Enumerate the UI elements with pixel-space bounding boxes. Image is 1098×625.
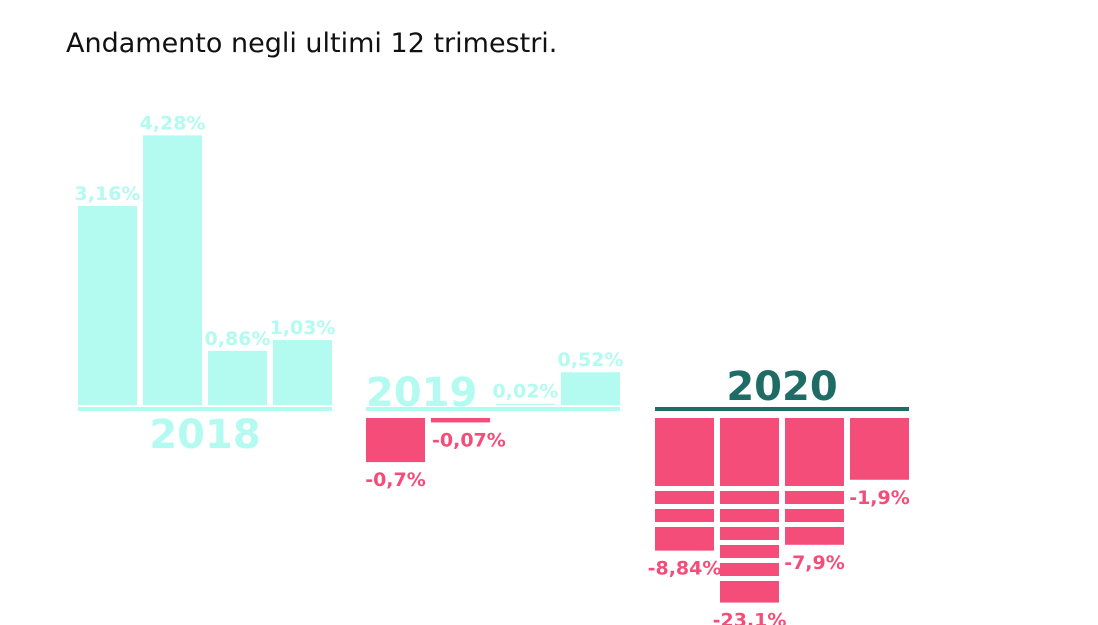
bar — [78, 205, 137, 405]
value-label: 1,03% — [270, 317, 336, 339]
value-label: -23,1% — [713, 610, 787, 625]
value-label: 0,02% — [493, 381, 559, 403]
bar-break — [785, 486, 844, 491]
bar — [273, 340, 332, 405]
bar — [655, 418, 714, 551]
value-label: -8,84% — [648, 558, 722, 580]
bar-break — [785, 504, 844, 509]
bar — [431, 418, 490, 423]
bar-break — [720, 576, 779, 581]
bar-break — [720, 558, 779, 563]
value-label: -7,9% — [784, 552, 845, 574]
bar-break — [655, 522, 714, 527]
value-label: -0,7% — [365, 469, 426, 491]
value-label: 4,28% — [140, 112, 206, 134]
bar-break — [720, 540, 779, 545]
bar-break — [720, 504, 779, 509]
bar-break — [655, 504, 714, 509]
value-label: 3,16% — [75, 183, 141, 205]
year-label: 2018 — [149, 412, 260, 458]
value-label: 0,52% — [558, 349, 624, 371]
bar-break — [720, 486, 779, 491]
chart-title: Andamento negli ultimi 12 trimestri. — [66, 28, 557, 59]
bar — [720, 418, 779, 603]
bar — [366, 418, 425, 463]
bar — [561, 372, 620, 405]
value-label: -1,9% — [849, 487, 910, 509]
bar — [496, 403, 555, 405]
baseline — [78, 407, 332, 411]
bar-break — [785, 522, 844, 527]
baseline — [655, 407, 909, 411]
bar-break — [720, 522, 779, 527]
year-label: 2019 — [366, 370, 477, 416]
bar — [208, 350, 267, 405]
bar — [143, 135, 202, 406]
value-label: -0,07% — [432, 429, 506, 451]
bar-break — [655, 486, 714, 491]
bar — [850, 418, 909, 480]
year-label: 2020 — [726, 364, 837, 410]
baseline — [366, 407, 620, 411]
value-label: 0,86% — [205, 328, 271, 350]
